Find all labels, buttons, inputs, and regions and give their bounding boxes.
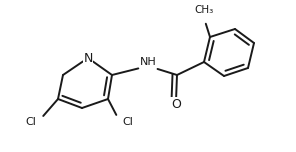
Text: O: O xyxy=(171,97,181,111)
Text: NH: NH xyxy=(140,57,156,67)
Text: Cl: Cl xyxy=(25,117,36,127)
Text: N: N xyxy=(83,52,93,64)
Text: CH₃: CH₃ xyxy=(194,5,214,15)
Text: Cl: Cl xyxy=(122,117,133,127)
